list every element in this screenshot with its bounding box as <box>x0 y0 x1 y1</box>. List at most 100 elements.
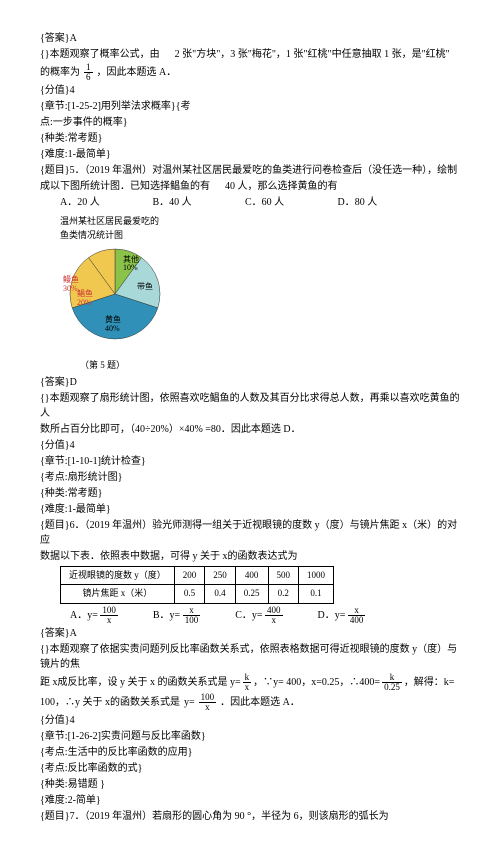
chapter: {章节:[1-25-2]用列举法求概率}{考 <box>40 99 460 114</box>
numerator: k <box>382 673 402 683</box>
chart-caption: （第 5 题） <box>80 359 460 373</box>
score: {分值}4 <box>40 713 460 728</box>
text: y= <box>184 695 195 710</box>
slice-pct: 30% <box>63 284 78 293</box>
cell: 250 <box>205 566 236 585</box>
fraction: 1 6 <box>84 63 93 82</box>
slice-label: 鳗鱼 <box>63 274 79 284</box>
table-row: 镜片焦距 x（米） 0.5 0.4 0.25 0.2 0.1 <box>61 585 334 604</box>
explain-line: 数所占百分比即可，（40÷20%）×40% =80．因此本题选 D． <box>40 422 460 437</box>
explain-line: 的概率为 1 6 ，因此本题选 A． <box>40 63 460 82</box>
fraction: k x <box>243 673 252 692</box>
slice-pct: 20% <box>77 298 92 307</box>
difficulty: {难度:1-最简单} <box>40 502 460 517</box>
answer-label: {答案}D <box>40 375 460 390</box>
denominator: 0.25 <box>382 683 402 692</box>
denominator: x <box>243 683 252 692</box>
option-a: A．20 人 <box>60 195 150 210</box>
denominator: x <box>199 703 217 712</box>
difficulty: {难度:2-简单} <box>40 793 460 808</box>
point: {考点:生活中的反比率函数的应用} <box>40 745 460 760</box>
denominator: x <box>265 616 283 625</box>
option-b: B．40 人 <box>153 195 243 210</box>
text: 成以下图所统计图．已知选择鲳鱼的有 <box>40 181 210 192</box>
denominator: 6 <box>84 73 93 82</box>
numerator: 400 <box>265 606 283 616</box>
fraction: x 100 <box>183 606 201 625</box>
fraction: 100 x <box>100 606 118 625</box>
cell: 500 <box>268 566 299 585</box>
question-stem: {题目}7．（2019 年温州）若扇形的圆心角为 90 °，半径为 6，则该扇形… <box>40 809 460 824</box>
fraction: 100 x <box>199 693 217 712</box>
explain-line: {}本题观察了扇形统计图，依照喜欢吃鲳鱼的人数及其百分比求得总人数，再乘以喜欢吃… <box>40 391 460 421</box>
cell: 400 <box>235 566 268 585</box>
question-stem: {题目}6．（2019 年温州）验光师测得一组关于近视眼镜的度数 y（度）与镜片… <box>40 518 460 548</box>
fraction: x 400 <box>348 606 366 625</box>
explain-line: {}本题观察了依据实责问题列反比率函数关系式，依照表格数据可得近视眼镜的度数 y… <box>40 642 460 672</box>
denominator: x <box>100 616 118 625</box>
type: {种类:常考题} <box>40 486 460 501</box>
type: {种类:常考题} <box>40 131 460 146</box>
text: 100，∴y 关于 x的函数关系式是 <box>40 695 180 710</box>
pie-chart-container: 温州某社区居民最爱吃的 鱼类情况统计图 其他 10% 带鱼 黄鱼 40% 鲳鱼 … <box>60 215 460 373</box>
chart-title: 温州某社区居民最爱吃的 鱼类情况统计图 <box>60 215 460 242</box>
score: {分值}4 <box>40 83 460 98</box>
text: ，解得：k= <box>404 675 455 690</box>
type: {考点:反比率函数的式} <box>40 761 460 776</box>
answer-label: {答案}A <box>40 626 460 641</box>
score: {分值}4 <box>40 438 460 453</box>
data-table: 近视眼镜的度数 y（度） 200 250 400 500 1000 镜片焦距 x… <box>60 566 334 604</box>
text: {}本题观察了概率公式，由 <box>40 49 160 60</box>
explain-line: 距 x成反比率，设 y 关于 x 的函数关系式是 y= k x ，∵y= 400… <box>40 673 460 692</box>
option-c: C．y= 400 x <box>235 606 282 625</box>
fraction: k 0.25 <box>382 673 402 692</box>
answer-label: {答案}A <box>40 31 460 46</box>
point: {考点:扇形统计图} <box>40 470 460 485</box>
option-b: B．y= x 100 <box>153 606 200 625</box>
option-c: C．60 人 <box>245 195 335 210</box>
options-row: A．20 人 B．40 人 C．60 人 D．80 人 <box>60 195 460 210</box>
numerator: 100 <box>100 606 118 616</box>
text: A．y= <box>70 609 98 620</box>
cell: 近视眼镜的度数 y（度） <box>61 566 175 585</box>
fraction: 400 x <box>265 606 283 625</box>
numerator: 100 <box>199 693 217 703</box>
text <box>162 49 172 60</box>
text: ．因此本题选 A． <box>220 695 300 710</box>
explain-line: 100，∴y 关于 x的函数关系式是 y= 100 x ．因此本题选 A． <box>40 693 460 712</box>
chapter: {章节:[1-26-2]实责问题与反比率函数} <box>40 729 460 744</box>
cell: 0.5 <box>174 585 205 604</box>
explain-line: {}本题观察了概率公式，由 2 张"方块"，3 张"梅花"，1 张"红桃"中任意… <box>40 47 460 62</box>
slice-pct: 10% <box>123 263 138 272</box>
cell: 0.25 <box>235 585 268 604</box>
chapter: {章节:[1-10-1]统计检查} <box>40 454 460 469</box>
difficulty: {难度:1-最简单} <box>40 147 460 162</box>
numerator: x <box>348 606 366 616</box>
text: C．y= <box>235 609 262 620</box>
question-stem: 数据以下表．依照表中数据，可得 y 关于 x的函数表达式为 <box>40 549 460 564</box>
slice-label: 带鱼 <box>137 281 153 291</box>
text: B．y= <box>153 609 180 620</box>
question-stem: 成以下图所统计图．已知选择鲳鱼的有 40 人，那么选择黄鱼的有 <box>40 179 460 194</box>
text <box>213 181 223 192</box>
numerator: k <box>243 673 252 683</box>
option-d: D．80 人 <box>338 195 428 210</box>
cell: 1000 <box>299 566 334 585</box>
cell: 0.4 <box>205 585 236 604</box>
option-d: D．y= x 400 <box>318 606 366 625</box>
slice-label: 黄鱼 <box>105 314 121 324</box>
option-a: A．y= 100 x <box>70 606 118 625</box>
text: 40 人，那么选择黄鱼的有 <box>225 181 338 192</box>
cell: 0.1 <box>299 585 334 604</box>
numerator: x <box>183 606 201 616</box>
text: 2 张"方块"，3 张"梅花"，1 张"红桃"中任意抽取 1 张，是"红桃" <box>175 49 450 60</box>
text: 的概率为 <box>40 65 80 80</box>
denominator: 100 <box>183 616 201 625</box>
cell: 200 <box>174 566 205 585</box>
chapter: 点:一步事件的概率} <box>40 115 460 130</box>
cell: 0.2 <box>268 585 299 604</box>
question-stem: {题目}5．（2019 年温州）对温州某社区居民最爱吃的鱼类进行问卷检查后（没任… <box>40 163 460 178</box>
text: 温州某社区居民最爱吃的 <box>60 216 159 226</box>
text: ，∵y= 400，x=0.25，∴400= <box>253 675 380 690</box>
denominator: 400 <box>348 616 366 625</box>
